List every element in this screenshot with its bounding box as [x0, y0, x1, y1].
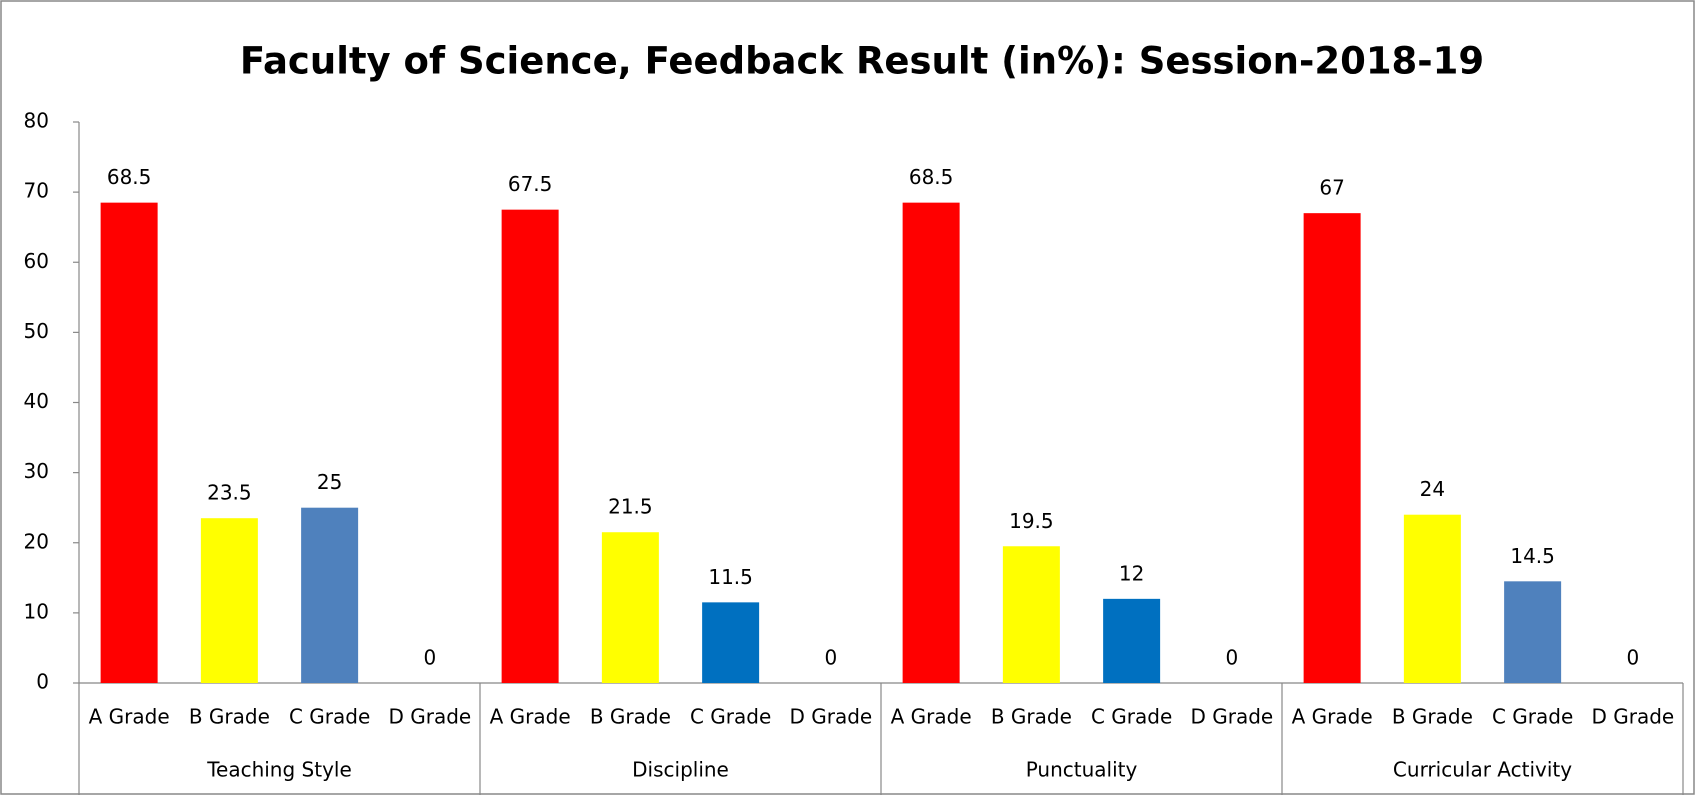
- x-tick-label: B Grade: [189, 705, 270, 729]
- y-tick-label: 80: [24, 109, 49, 133]
- x-tick-label: D Grade: [1191, 705, 1274, 729]
- data-label: 24: [1420, 477, 1445, 501]
- bar: [200, 518, 258, 683]
- x-tick-label: C Grade: [1492, 705, 1573, 729]
- x-tick-label: D Grade: [790, 705, 873, 729]
- data-label: 68.5: [107, 165, 152, 189]
- data-label: 0: [424, 646, 437, 670]
- data-label: 21.5: [608, 495, 653, 519]
- y-tick-label: 0: [36, 670, 49, 694]
- x-tick-label: A Grade: [89, 705, 170, 729]
- x-tick-label: A Grade: [490, 705, 571, 729]
- y-tick-label: 50: [24, 319, 49, 343]
- bar: [501, 209, 559, 683]
- x-tick-label: D Grade: [389, 705, 472, 729]
- data-label: 14.5: [1510, 544, 1555, 568]
- y-tick-label: 20: [24, 529, 49, 553]
- x-tick-label: B Grade: [991, 705, 1072, 729]
- chart-title: Faculty of Science, Feedback Result (in%…: [240, 40, 1484, 83]
- data-label: 67: [1319, 176, 1344, 200]
- data-label: 0: [1627, 646, 1640, 670]
- x-tick-label: B Grade: [1392, 705, 1473, 729]
- data-label: 0: [825, 646, 838, 670]
- bar: [601, 532, 659, 683]
- bar: [702, 602, 760, 683]
- x-tick-label: C Grade: [690, 705, 771, 729]
- bar: [1002, 546, 1060, 683]
- bar: [100, 202, 158, 684]
- bar: [1303, 213, 1361, 683]
- data-label: 23.5: [207, 481, 252, 505]
- group-label: Teaching Style: [206, 758, 352, 782]
- y-tick-label: 70: [24, 179, 49, 203]
- data-label: 67.5: [508, 172, 553, 196]
- bar: [301, 507, 359, 683]
- bar: [1504, 581, 1562, 683]
- x-tick-label: A Grade: [891, 705, 972, 729]
- y-tick-label: 60: [24, 249, 49, 273]
- y-tick-label: 10: [24, 599, 49, 623]
- group-label: Discipline: [632, 758, 729, 782]
- group-label: Punctuality: [1026, 758, 1138, 782]
- x-tick-label: B Grade: [590, 705, 671, 729]
- group-label: Curricular Activity: [1393, 758, 1572, 782]
- bar: [902, 202, 960, 684]
- x-tick-label: C Grade: [1091, 705, 1172, 729]
- y-tick-label: 30: [24, 459, 49, 483]
- data-label: 19.5: [1009, 509, 1054, 533]
- data-label: 11.5: [708, 565, 753, 589]
- bar: [1103, 598, 1161, 683]
- y-tick-label: 40: [24, 389, 49, 413]
- data-label: 25: [317, 470, 342, 494]
- x-tick-label: A Grade: [1292, 705, 1373, 729]
- data-label: 0: [1226, 646, 1239, 670]
- data-label: 12: [1119, 561, 1144, 585]
- bar: [1403, 514, 1461, 683]
- data-label: 68.5: [909, 165, 954, 189]
- x-tick-label: D Grade: [1592, 705, 1675, 729]
- x-tick-label: C Grade: [289, 705, 370, 729]
